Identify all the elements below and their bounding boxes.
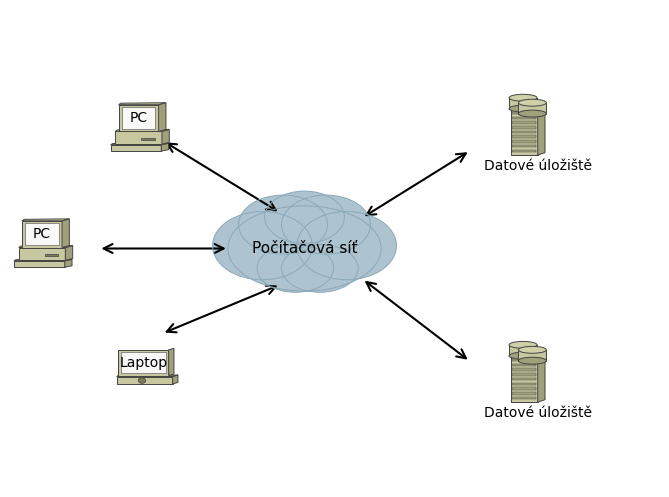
Bar <box>512 392 537 395</box>
Ellipse shape <box>509 352 537 359</box>
Bar <box>512 359 537 361</box>
Bar <box>512 364 537 366</box>
Bar <box>141 138 155 140</box>
Polygon shape <box>169 348 174 376</box>
Ellipse shape <box>518 346 547 353</box>
Ellipse shape <box>257 245 334 292</box>
Bar <box>512 136 537 138</box>
Ellipse shape <box>509 341 537 348</box>
Ellipse shape <box>518 99 547 106</box>
Bar <box>45 254 58 256</box>
Polygon shape <box>118 103 166 105</box>
Bar <box>512 387 537 390</box>
Bar <box>115 131 162 144</box>
Bar <box>116 377 173 384</box>
Ellipse shape <box>509 94 537 101</box>
Bar <box>19 248 66 260</box>
Polygon shape <box>511 107 545 110</box>
Text: PC: PC <box>130 111 148 125</box>
Polygon shape <box>511 354 545 357</box>
Polygon shape <box>14 259 72 261</box>
Polygon shape <box>115 129 169 131</box>
Polygon shape <box>19 246 73 248</box>
Bar <box>14 261 65 267</box>
Polygon shape <box>538 354 545 402</box>
Bar <box>512 131 537 133</box>
Bar <box>121 352 166 373</box>
Text: Počítačová síť: Počítačová síť <box>252 241 357 256</box>
Text: Datové úložiště: Datové úložiště <box>484 406 591 420</box>
Circle shape <box>138 378 146 383</box>
Bar <box>518 350 547 361</box>
Polygon shape <box>110 143 169 145</box>
Bar <box>509 98 537 109</box>
Bar <box>512 117 537 119</box>
Ellipse shape <box>282 195 371 254</box>
Ellipse shape <box>509 105 537 112</box>
Bar <box>512 140 537 143</box>
Bar <box>512 378 537 380</box>
Bar <box>118 350 169 376</box>
Bar <box>512 373 537 376</box>
Ellipse shape <box>297 212 397 280</box>
Ellipse shape <box>213 212 312 280</box>
Bar <box>512 383 537 385</box>
Polygon shape <box>116 375 178 377</box>
Bar <box>110 145 161 151</box>
Text: Laptop: Laptop <box>119 356 167 370</box>
Polygon shape <box>161 143 169 151</box>
Bar <box>512 368 537 371</box>
Text: Datové úložiště: Datové úložiště <box>484 159 591 173</box>
Ellipse shape <box>282 245 358 292</box>
Polygon shape <box>173 375 178 384</box>
Bar <box>511 357 538 402</box>
Text: PC: PC <box>33 227 51 241</box>
Bar <box>512 112 537 114</box>
Bar <box>512 126 537 129</box>
Polygon shape <box>66 246 73 260</box>
Polygon shape <box>22 219 70 221</box>
Polygon shape <box>159 103 166 131</box>
Bar <box>512 397 537 399</box>
Bar <box>512 145 537 148</box>
Ellipse shape <box>239 195 328 254</box>
Bar <box>511 110 538 155</box>
Bar <box>512 121 537 124</box>
Bar <box>518 103 547 114</box>
Bar <box>25 223 59 245</box>
Ellipse shape <box>518 110 547 117</box>
Bar <box>22 221 62 248</box>
Polygon shape <box>62 219 70 248</box>
Bar <box>118 105 159 131</box>
Ellipse shape <box>518 357 547 364</box>
Polygon shape <box>162 129 169 144</box>
Polygon shape <box>65 259 72 267</box>
Polygon shape <box>538 107 545 155</box>
Bar <box>512 150 537 152</box>
Bar <box>122 107 155 129</box>
Bar <box>509 345 537 356</box>
Ellipse shape <box>265 191 345 244</box>
Ellipse shape <box>228 206 381 291</box>
